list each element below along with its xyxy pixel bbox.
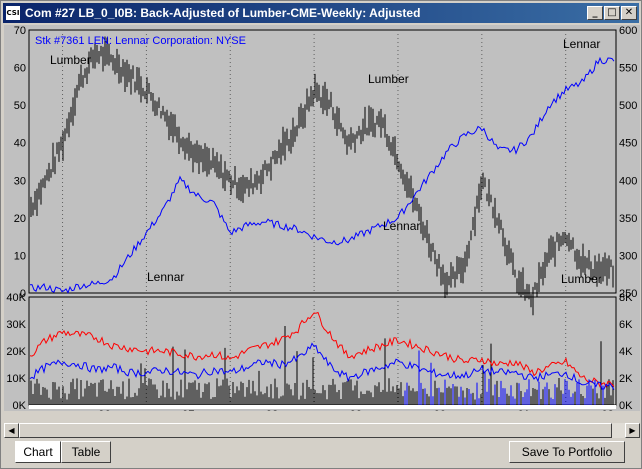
- window-title: Com #27 LB_0_I0B: Back-Adjusted of Lumbe…: [25, 6, 421, 20]
- volume-left-tick: 0K: [13, 400, 27, 411]
- tab-table[interactable]: Table: [61, 441, 111, 463]
- left-axis-tick: 40: [14, 138, 26, 150]
- tab-chart[interactable]: Chart: [15, 441, 61, 463]
- volume-left-tick: 40K: [6, 292, 26, 304]
- chart-area[interactable]: 96 97 98 99 00 01 02 70 60 50 40 30 20 10 0 600 550 500 45…: [4, 25, 640, 421]
- volume-average-line: [29, 342, 615, 390]
- horizontal-scrollbar[interactable]: ◀ ▶: [4, 423, 640, 438]
- annotation-lennar-3: Lennar: [563, 37, 600, 51]
- annotation-lumber-1: Lumber: [50, 53, 91, 67]
- x-tick-label: 99: [350, 409, 362, 411]
- annotation-lumber-3: Lumber: [561, 272, 602, 286]
- xaxis-strip: [29, 405, 616, 409]
- x-tick-label: 00: [434, 409, 446, 411]
- lennar-line: [29, 56, 615, 294]
- right-axis-tick: 350: [619, 213, 637, 225]
- left-axis-tick: 30: [14, 175, 26, 187]
- left-axis-tick: 20: [14, 213, 26, 225]
- annotation-lennar-1: Lennar: [147, 270, 184, 284]
- x-tick-label: 97: [182, 409, 194, 411]
- open-interest-line: [29, 311, 615, 388]
- left-axis-tick: 50: [14, 100, 26, 112]
- lumber-price-bars: [30, 36, 614, 316]
- x-tick-label: 01: [518, 409, 530, 411]
- title-bar[interactable]: CSI Com #27 LB_0_I0B: Back-Adjusted of L…: [3, 3, 639, 23]
- right-axis-tick: 500: [619, 100, 637, 112]
- close-button[interactable]: ✕: [621, 6, 637, 20]
- x-tick-label: 98: [266, 409, 278, 411]
- right-axis-tick: 400: [619, 175, 637, 187]
- right-axis-tick: 550: [619, 63, 637, 75]
- right-axis-tick: 450: [619, 138, 637, 150]
- annotation-lennar-2: Lennar: [383, 219, 420, 233]
- volume-left-tick: 10K: [6, 373, 26, 385]
- right-axis-tick: 250: [619, 288, 637, 300]
- save-to-portfolio-button[interactable]: Save To Portfolio: [509, 441, 625, 463]
- right-axis-tick: 600: [619, 25, 637, 37]
- volume-right-tick: 4K: [619, 346, 633, 358]
- chart-svg[interactable]: 96 97 98 99 00 01 02 70 60 50 40 30 20 10 0 600 550 500 45…: [4, 25, 640, 421]
- chart-subtitle: Stk #7361 LEN: Lennar Corporation: NYSE: [35, 35, 246, 47]
- annotation-lumber-2: Lumber: [368, 72, 409, 86]
- volume-left-tick: 20K: [6, 346, 26, 358]
- maximize-button[interactable]: □: [604, 6, 620, 20]
- volume-right-tick: 8K: [619, 292, 633, 304]
- x-tick-label: 96: [98, 409, 110, 411]
- volume-right-tick: 2K: [619, 373, 633, 385]
- scroll-right-button[interactable]: ▶: [625, 423, 640, 438]
- volume-right-tick: 6K: [619, 319, 633, 331]
- left-axis-tick: 10: [14, 250, 26, 262]
- volume-right-tick: 0K: [619, 400, 633, 411]
- app-icon[interactable]: CSI: [6, 6, 20, 20]
- scroll-left-button[interactable]: ◀: [4, 423, 19, 438]
- minimize-button[interactable]: _: [587, 6, 603, 20]
- volume-left-tick: 30K: [6, 319, 26, 331]
- right-axis-tick: 300: [619, 250, 637, 262]
- volume-layer: [29, 311, 615, 405]
- series-lines: [29, 56, 615, 294]
- scroll-thumb[interactable]: [19, 423, 612, 438]
- left-axis-tick: 0: [20, 288, 26, 300]
- left-axis-tick: 70: [14, 25, 26, 37]
- x-tick-label: 02: [601, 409, 613, 411]
- left-axis-tick: 60: [14, 63, 26, 75]
